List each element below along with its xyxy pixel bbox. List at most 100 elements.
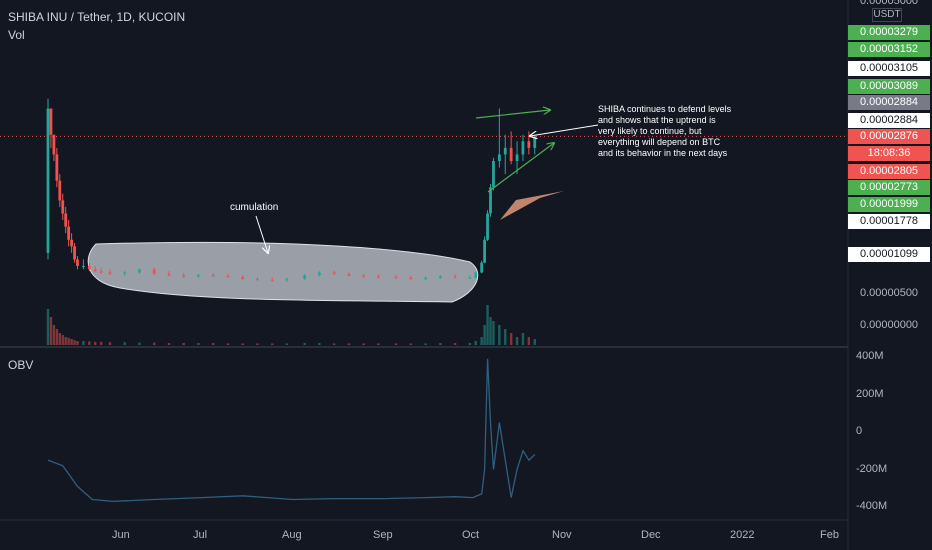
time-tick: 2022 (730, 529, 755, 541)
volume-bar (226, 343, 230, 345)
cumulation-highlight (87, 241, 479, 303)
volume-bar (347, 343, 351, 345)
price-tick: 0.00000500 (859, 287, 919, 299)
price-tag-green: 0.00001999 (848, 197, 930, 212)
obv-line (47, 358, 536, 503)
candle (394, 277, 398, 279)
volume-bar (521, 333, 525, 345)
candle (61, 200, 65, 214)
candle (409, 277, 413, 280)
note-line: SHIBA continues to defend levels (598, 104, 732, 114)
obv-tick: -400M (856, 500, 888, 512)
candle (285, 279, 289, 281)
cumulation-label: cumulation (230, 202, 279, 213)
candle (167, 273, 171, 276)
lower-trend-arrow (487, 143, 554, 193)
price-tag-white: 0.00001099 (848, 247, 930, 262)
volume-bar (52, 325, 56, 345)
volume-bar (515, 337, 519, 345)
time-tick: Oct (462, 529, 480, 541)
volume-bar (73, 340, 76, 345)
candle (82, 265, 85, 267)
candle (303, 275, 307, 280)
time-tick: Aug (282, 529, 302, 541)
candle (509, 147, 513, 161)
candle (468, 277, 472, 279)
candle (241, 277, 245, 280)
price-tick-partial: 0.00005000 (859, 0, 919, 7)
volume-bar (197, 343, 200, 345)
volume-bar (489, 317, 492, 345)
volume-bar (439, 343, 442, 345)
candle (99, 271, 103, 273)
obv-tick: -200M (856, 463, 888, 475)
price-tag-white: 0.00001778 (848, 214, 930, 229)
volume-bar (492, 321, 495, 345)
candle (497, 154, 501, 161)
price-tag-gray: 0.00002884 (848, 95, 930, 110)
volume-bar (468, 343, 472, 345)
candle (67, 226, 71, 240)
volume-bar (94, 341, 97, 345)
note-line: and shows that the uptrend is (598, 115, 716, 125)
candle (49, 108, 53, 135)
volume-bar (509, 333, 513, 345)
upper-trend-arrow (475, 110, 550, 119)
candle (152, 269, 156, 274)
volume-bar (123, 342, 126, 345)
volume-bar (58, 333, 61, 345)
candle (138, 269, 141, 273)
price-tick: 0.00000000 (859, 319, 919, 331)
currency-label: USDT (872, 8, 902, 22)
volume-bar (64, 337, 67, 345)
volume-bar (99, 341, 103, 345)
volume-bar (49, 317, 53, 345)
volume-bar (527, 337, 531, 345)
candle (483, 239, 486, 263)
candle (197, 275, 200, 277)
volume-bar (483, 325, 486, 345)
volume-bar (67, 337, 70, 345)
note-line: everything will depend on BTC (598, 137, 721, 147)
volume-bar (167, 343, 171, 345)
candle (52, 134, 56, 155)
candle (46, 108, 50, 253)
obv-tick: 0 (856, 425, 863, 437)
volume-bar (474, 341, 477, 345)
volume-bar (504, 329, 507, 345)
volume-bar (424, 343, 427, 345)
candle (108, 272, 112, 274)
volume-bar (182, 343, 185, 345)
volume-bar (138, 342, 141, 345)
candle (87, 265, 91, 270)
candle (515, 154, 519, 161)
volume-bar (241, 343, 244, 345)
price-tag-white: 0.00002884 (848, 113, 930, 128)
candle (492, 161, 495, 188)
volume-bar (76, 341, 79, 345)
obv-label: OBV (8, 358, 34, 372)
price-tag-green: 0.00003279 (848, 25, 930, 40)
volume-bar (212, 343, 215, 345)
candle (256, 279, 259, 281)
candle (270, 279, 274, 281)
candle (527, 141, 531, 148)
cumulation-arrow (255, 215, 268, 253)
note-line: and its behavior in the next days (598, 148, 728, 158)
time-tick: Jun (112, 529, 130, 541)
volume-bar (533, 339, 536, 345)
candle (211, 275, 215, 277)
candle (73, 246, 76, 260)
candle (362, 275, 366, 277)
volume-bar (82, 341, 85, 345)
volume-bar (303, 343, 306, 345)
volume-bar (480, 337, 483, 345)
volume-bar (377, 343, 380, 345)
candle (58, 180, 62, 201)
candle (182, 275, 186, 277)
volume-bar (453, 343, 457, 345)
candle (123, 272, 127, 274)
volume-bar (409, 343, 413, 345)
candle (64, 213, 68, 227)
